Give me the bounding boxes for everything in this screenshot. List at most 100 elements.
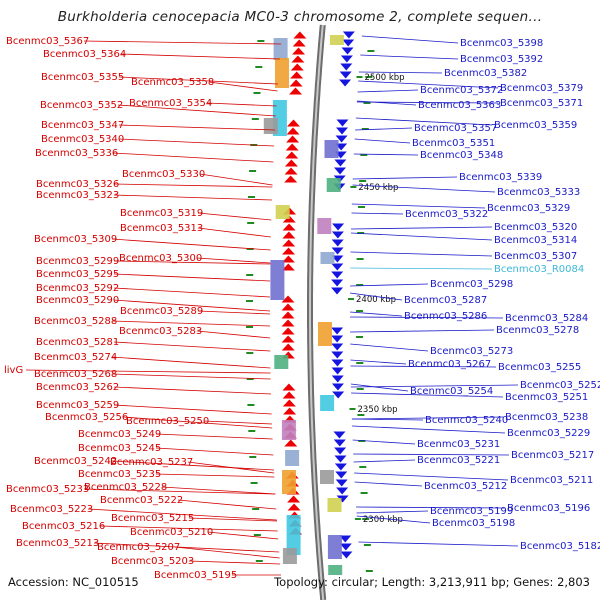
- forward-gene-arrow: [293, 31, 307, 39]
- gene-label-right: Bcenmc03_5372: [420, 85, 503, 96]
- label-leader-line: [113, 386, 272, 395]
- annotation-block: [281, 420, 296, 440]
- scale-tick: [356, 76, 363, 78]
- gene-label-left: Bcenmc03_5288: [34, 316, 117, 327]
- label-leader-line: [196, 330, 271, 339]
- gene-label-left: Bcenmc03_5283: [119, 326, 202, 337]
- label-leader-line: [350, 232, 493, 241]
- gene-label-right: Bcenmc03_5392: [460, 54, 543, 65]
- annotation-block: [329, 35, 344, 45]
- gene-label-right: Bcenmc03_5182: [520, 541, 600, 552]
- forward-gene-arrow: [285, 143, 299, 151]
- label-leader-line: [113, 404, 272, 415]
- gene-label-right: Bcenmc03_5278: [496, 325, 579, 336]
- reverse-gene-arrow: [339, 71, 352, 79]
- label-leader-line: [188, 560, 281, 565]
- map-title: Burkholderia cenocepacia MC0-3 chromosom…: [57, 9, 543, 25]
- reverse-gene-arrow: [336, 119, 349, 127]
- scale-tick: [348, 298, 354, 300]
- label-leader-line: [352, 184, 496, 193]
- annotation-block: [275, 205, 290, 219]
- gene-label-left: Bcenmc03_5256: [45, 412, 128, 423]
- label-leader-line: [118, 76, 279, 85]
- label-leader-line: [350, 283, 429, 287]
- gene-label-left: Bcenmc03_5330: [122, 169, 205, 180]
- annotation-block: [286, 515, 301, 555]
- forward-gene-arrow: [286, 119, 300, 127]
- reverse-gene-arrow: [334, 463, 347, 471]
- label-leader-line: [354, 138, 411, 144]
- gene-label-right: Bcenmc03_5211: [510, 475, 593, 486]
- reverse-gene-arrow: [334, 167, 347, 175]
- reverse-gene-arrow: [339, 79, 352, 87]
- reverse-gene-arrow: [331, 247, 344, 255]
- accession-text: Accession: NC_010515: [8, 575, 139, 589]
- gene-label-right: Bcenmc03_5363: [418, 100, 501, 111]
- label-leader-line: [155, 433, 273, 440]
- label-leader-line: [197, 227, 271, 238]
- scale-label: 2350 kbp: [358, 405, 398, 415]
- forward-gene-arrow: [281, 327, 295, 335]
- left-gene-labels: Bcenmc03_5367 Bcenmc03_5364 Bcenmc03_5355 B…: [4, 36, 237, 581]
- forward-gene-arrow: [283, 407, 297, 415]
- forward-gene-arrow: [281, 311, 295, 319]
- feature-tick: [358, 206, 365, 208]
- gene-label-left: Bcenmc03_5336: [35, 148, 118, 159]
- gene-label-left: Bcenmc03_5326: [36, 179, 119, 190]
- feature-tick: [356, 336, 363, 338]
- feature-tick: [358, 440, 366, 442]
- gene-label-left: Bcenmc03_5274: [34, 352, 117, 363]
- label-leader-line: [356, 506, 506, 509]
- reverse-gene-arrow: [331, 367, 344, 375]
- left-label-leaders: [25, 40, 282, 576]
- label-leader-line: [355, 117, 493, 126]
- feature-tick: [246, 274, 254, 276]
- gene-label-left: Bcenmc03_5281: [36, 337, 119, 348]
- label-leader-line: [87, 508, 277, 521]
- label-leader-line: [355, 127, 413, 131]
- label-leader-line: [350, 383, 409, 392]
- reverse-gene-arrow: [332, 391, 345, 399]
- scale-label: 2500 kbp: [365, 73, 405, 83]
- reverse-gene-arrow: [336, 127, 349, 135]
- forward-gene-arrow: [282, 399, 296, 407]
- label-leader-line: [358, 541, 519, 547]
- label-leader-line: [358, 71, 443, 74]
- gene-label-right: Bcenmc03_5398: [460, 38, 543, 49]
- feature-tick: [247, 404, 255, 406]
- annotation-block: [274, 355, 289, 369]
- gene-label-left: Bcenmc03_5249: [78, 429, 161, 440]
- forward-gene-arrow: [292, 47, 306, 55]
- reverse-gene-arrow: [331, 279, 344, 287]
- forward-gene-arrow: [281, 255, 295, 263]
- label-leader-line: [361, 35, 459, 44]
- annotation-block: [326, 178, 341, 192]
- gene-label-left: Bcenmc03_5290: [36, 295, 119, 306]
- gene-label-left: Bcenmc03_5340: [41, 134, 124, 145]
- gene-label-right: Bcenmc03_5284: [505, 313, 588, 324]
- label-leader-line: [350, 343, 429, 352]
- gene-label-left: Bcenmc03_5237: [110, 457, 193, 468]
- reverse-gene-arrow: [331, 343, 344, 351]
- feature-tick: [360, 492, 368, 494]
- label-leader-line: [113, 299, 271, 312]
- reverse-gene-arrow: [334, 455, 347, 463]
- label-leader-line: [357, 89, 419, 93]
- reverse-gene-arrow: [334, 447, 347, 455]
- gene-label-right: Bcenmc03_5348: [420, 150, 503, 161]
- gene-label-right: Bcenmc03_5298: [430, 279, 513, 290]
- label-leader-line: [93, 542, 280, 553]
- feature-tick: [359, 180, 367, 182]
- label-leader-line: [356, 101, 499, 104]
- feature-tick: [356, 362, 364, 364]
- forward-gene-arrow: [285, 151, 299, 159]
- label-leader-line: [351, 203, 486, 209]
- feature-tick: [255, 66, 263, 68]
- annotation-block: [318, 322, 332, 346]
- forward-gene-arrow: [292, 39, 306, 47]
- label-leader-line: [358, 80, 499, 89]
- scale-label: 2400 kbp: [356, 295, 396, 305]
- gene-label-right: Bcenmc03_R0084: [494, 264, 584, 275]
- label-leader-line: [197, 310, 271, 315]
- annotation-block: [273, 38, 288, 60]
